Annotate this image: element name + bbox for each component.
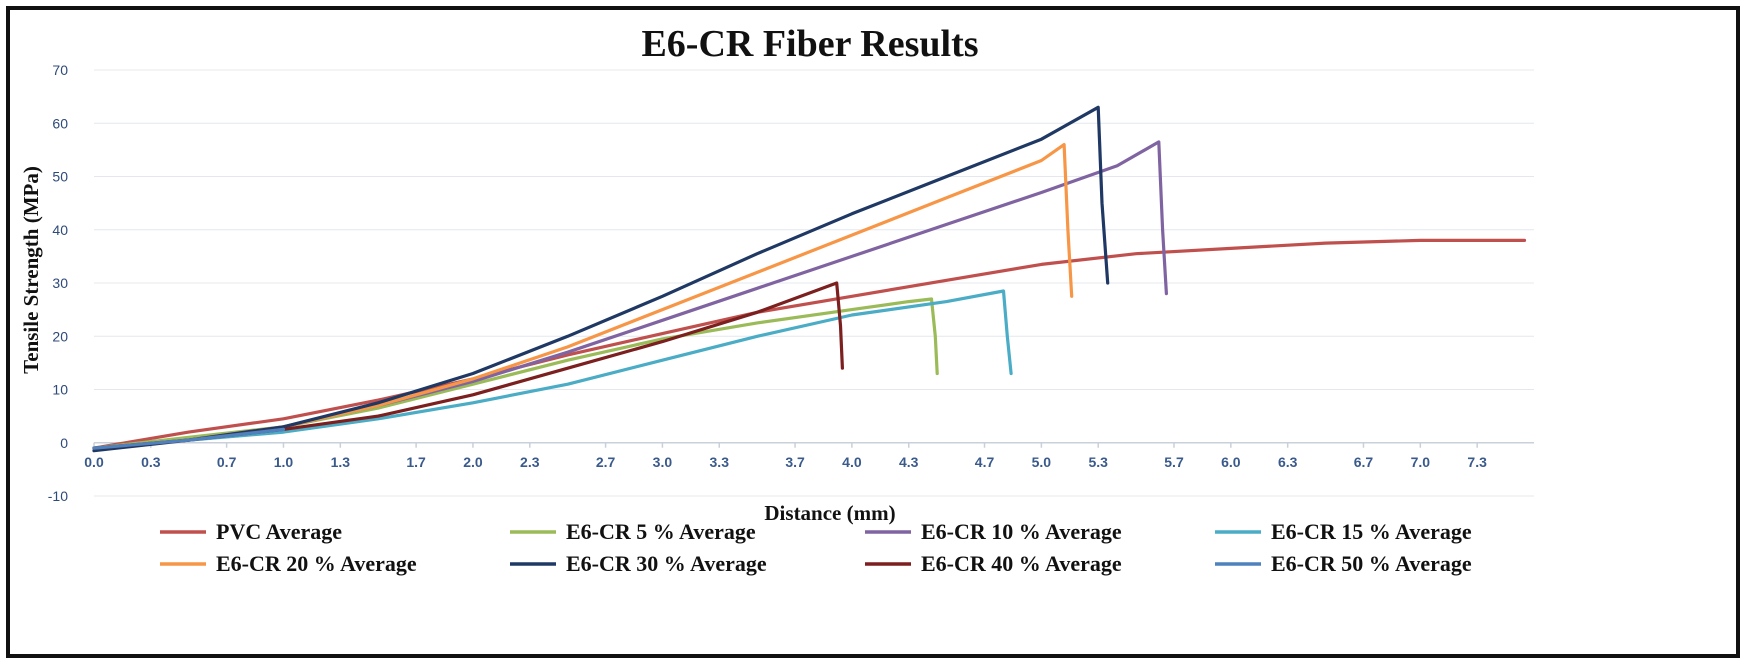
series-line-4 xyxy=(92,143,1074,450)
y-tick-label: 60 xyxy=(52,115,68,131)
y-axis-title: Tensile Strength (MPa) xyxy=(19,166,43,374)
legend-label: E6-CR 30 % Average xyxy=(566,551,767,576)
x-tick-label: 2.3 xyxy=(520,454,540,470)
x-tick-label: 1.0 xyxy=(274,454,294,470)
x-tick-label: 5.0 xyxy=(1032,454,1052,470)
x-tick-label: 6.7 xyxy=(1354,454,1374,470)
series-line-5 xyxy=(92,105,1110,453)
x-tick-label: 0.3 xyxy=(141,454,161,470)
legend-label: PVC Average xyxy=(216,519,342,544)
series-line-0 xyxy=(92,238,1527,450)
y-tick-label: 70 xyxy=(52,62,68,78)
chart-svg: E6-CR Fiber Results -10 0 10 20 30 40 50 60 70 0… xyxy=(19,23,1534,576)
x-tick-label: 7.3 xyxy=(1467,454,1487,470)
y-tick-label: -10 xyxy=(48,488,68,504)
series-line-1 xyxy=(92,297,939,450)
x-tick-label: 4.7 xyxy=(975,454,995,470)
y-axis-ticks: -10 0 10 20 30 40 50 60 70 xyxy=(48,62,68,504)
x-tick-label: 6.3 xyxy=(1278,454,1298,470)
gridlines xyxy=(94,69,1534,497)
x-tick-label: 0.0 xyxy=(84,454,104,470)
x-tick-label: 3.7 xyxy=(785,454,805,470)
x-tick-label: 3.0 xyxy=(653,454,673,470)
x-tick-label: 1.7 xyxy=(406,454,426,470)
x-axis-ticks: 0.0 0.3 0.7 1.0 1.3 1.7 2.0 2.3 2.7 3.0 3.3 3.7 4.0 4… xyxy=(84,442,1487,470)
legend-label: E6-CR 50 % Average xyxy=(1271,551,1472,576)
legend-label: E6-CR 40 % Average xyxy=(921,551,1122,576)
y-tick-label: 10 xyxy=(52,382,68,398)
series-line-3 xyxy=(92,289,1013,450)
y-tick-label: 30 xyxy=(52,275,68,291)
series-line-7 xyxy=(92,427,286,450)
y-tick-label: 40 xyxy=(52,222,68,238)
x-tick-label: 0.7 xyxy=(217,454,237,470)
x-tick-label: 4.0 xyxy=(842,454,862,470)
series-line-2 xyxy=(92,140,1169,450)
legend-label: E6-CR 20 % Average xyxy=(216,551,417,576)
chart-frame: E6-CR Fiber Results -10 0 10 20 30 40 50 60 70 0… xyxy=(6,6,1740,658)
x-tick-label: 1.3 xyxy=(331,454,351,470)
x-tick-label: 6.0 xyxy=(1221,454,1241,470)
legend-label: E6-CR 5 % Average xyxy=(566,519,756,544)
x-tick-label: 2.0 xyxy=(463,454,483,470)
x-tick-label: 5.7 xyxy=(1164,454,1184,470)
series-lines xyxy=(92,105,1527,453)
legend-label: E6-CR 15 % Average xyxy=(1271,519,1472,544)
x-tick-label: 3.3 xyxy=(710,454,730,470)
y-tick-label: 50 xyxy=(52,169,68,185)
x-tick-label: 4.3 xyxy=(899,454,919,470)
x-tick-label: 5.3 xyxy=(1088,454,1108,470)
legend-label: E6-CR 10 % Average xyxy=(921,519,1122,544)
legend: PVC Average E6-CR 5 % Average E6-CR 10 % A… xyxy=(160,519,1472,576)
chart-title: E6-CR Fiber Results xyxy=(641,23,978,65)
y-tick-label: 0 xyxy=(60,435,68,451)
y-tick-label: 20 xyxy=(52,328,68,344)
x-tick-label: 2.7 xyxy=(596,454,616,470)
series-line-6 xyxy=(92,281,845,450)
x-axis-title: Distance (mm) xyxy=(764,501,895,525)
x-tick-label: 7.0 xyxy=(1411,454,1431,470)
